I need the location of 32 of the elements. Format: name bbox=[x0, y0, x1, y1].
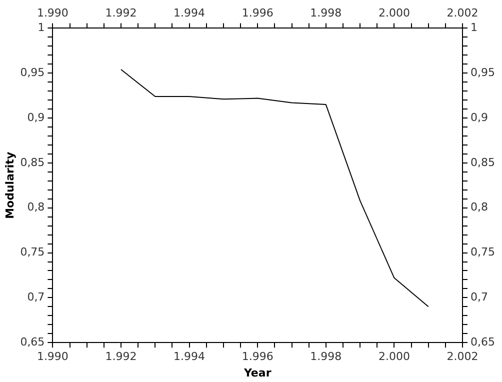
x-axis-title: Year bbox=[242, 366, 272, 380]
x-tick-label: 1.990 bbox=[36, 350, 68, 364]
x2-tick-label: 1.992 bbox=[105, 6, 137, 20]
y-tick-label: 0,95 bbox=[20, 66, 45, 79]
y-tick-label: 0,65 bbox=[20, 335, 45, 348]
x2-tick-label: 1.994 bbox=[174, 6, 206, 20]
x-tick-label: 2.002 bbox=[446, 350, 478, 364]
x-tick-label: 2.000 bbox=[378, 350, 410, 364]
y2-tick-label: 0,65 bbox=[470, 335, 496, 348]
y-tick-label: 0,75 bbox=[20, 246, 45, 259]
y-tick-label: 0,7 bbox=[27, 290, 45, 304]
y-axis-title: Modularity bbox=[3, 152, 16, 219]
x-tick-label: 1.992 bbox=[105, 350, 137, 364]
y2-tick-label: 0,75 bbox=[470, 246, 496, 259]
y2-tick-label: 0,95 bbox=[470, 66, 496, 79]
x2-tick-label: 2.000 bbox=[378, 6, 410, 20]
x2-tick-label: 1.996 bbox=[242, 6, 274, 20]
y2-tick-label: 1 bbox=[470, 21, 478, 34]
x-tick-label: 1.998 bbox=[310, 350, 342, 364]
y-tick-label: 1 bbox=[38, 21, 45, 34]
x2-tick-label: 2.002 bbox=[446, 6, 478, 20]
x2-tick-label: 1.990 bbox=[36, 6, 68, 20]
x2-tick-label: 1.998 bbox=[310, 6, 342, 20]
y-tick-label: 0,8 bbox=[27, 200, 45, 214]
x-tick-label: 1.994 bbox=[174, 350, 206, 364]
y2-tick-label: 0,8 bbox=[470, 200, 488, 214]
y2-tick-label: 0,9 bbox=[470, 110, 488, 124]
y-tick-label: 0,85 bbox=[20, 156, 45, 169]
y2-tick-label: 0,85 bbox=[470, 156, 496, 169]
y-tick-label: 0,9 bbox=[27, 110, 45, 124]
y2-tick-label: 0,7 bbox=[470, 290, 488, 304]
x-tick-label: 1.996 bbox=[242, 350, 274, 364]
